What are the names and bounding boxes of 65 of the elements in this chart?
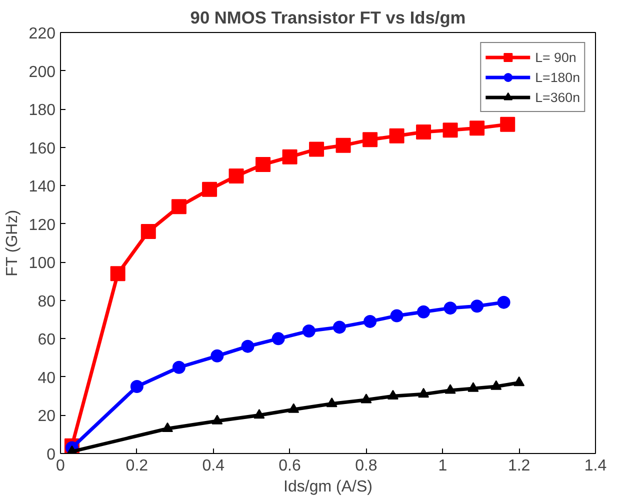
x-tick-label: 0.6 <box>278 458 302 474</box>
point <box>332 320 346 334</box>
point <box>140 224 156 240</box>
x-tick-label: 0.8 <box>355 458 378 474</box>
point <box>514 376 525 386</box>
y-tick-label: 140 <box>28 178 56 196</box>
x-tick-label: 0.4 <box>202 458 225 474</box>
point <box>288 403 300 413</box>
point <box>162 422 173 432</box>
y-axis-title: FT (GHz) <box>4 210 21 276</box>
point <box>228 168 244 184</box>
point <box>256 157 271 172</box>
y-tick-label: 20 <box>38 408 56 426</box>
y-tick-label: 180 <box>28 102 56 120</box>
point <box>309 142 324 157</box>
y-tick-label: 0 <box>46 446 56 464</box>
point <box>418 388 430 398</box>
point <box>470 120 485 136</box>
point <box>444 384 456 394</box>
point <box>110 266 126 282</box>
point <box>171 199 186 214</box>
point <box>210 349 224 362</box>
point <box>364 314 377 328</box>
y-tick-label: 220 <box>28 26 56 42</box>
point <box>470 300 484 313</box>
point <box>202 182 218 197</box>
legend-label: L=180n <box>535 70 580 84</box>
point <box>500 116 516 132</box>
point <box>389 128 404 144</box>
point <box>241 340 254 353</box>
point <box>362 132 378 148</box>
point <box>387 390 398 400</box>
point <box>468 382 479 392</box>
point <box>302 324 316 338</box>
legend-label: L=360n <box>535 90 580 104</box>
point <box>360 394 372 404</box>
legend-label: L= 90n <box>535 50 576 64</box>
y-tick-label: 80 <box>38 293 56 310</box>
point <box>416 124 432 140</box>
point <box>444 302 457 315</box>
x-tick-label: 1 <box>438 458 448 474</box>
point <box>254 408 265 419</box>
x-tick-label: 0.2 <box>126 458 148 474</box>
point <box>130 380 144 394</box>
chart-title: 90 NMOS Transistor FT vs Ids/gm <box>190 8 466 28</box>
point <box>442 122 458 138</box>
point <box>490 380 502 390</box>
y-tick-label: 40 <box>38 370 56 387</box>
point <box>497 296 510 309</box>
point <box>326 397 338 408</box>
y-tick-label: 100 <box>28 255 56 272</box>
y-tick-label: 60 <box>38 332 56 349</box>
point <box>390 309 404 322</box>
x-tick-label: 1.2 <box>508 458 530 474</box>
x-tick-label: 1.4 <box>584 458 607 474</box>
y-tick-label: 160 <box>28 140 56 158</box>
point <box>336 138 351 153</box>
point <box>272 332 285 346</box>
y-tick-label: 200 <box>28 64 56 81</box>
y-tick-label: 120 <box>28 216 56 234</box>
point <box>172 360 186 374</box>
point <box>212 414 223 424</box>
point <box>417 305 430 318</box>
x-axis-title: Ids/gm (A/S) <box>284 478 372 496</box>
point <box>282 149 298 164</box>
